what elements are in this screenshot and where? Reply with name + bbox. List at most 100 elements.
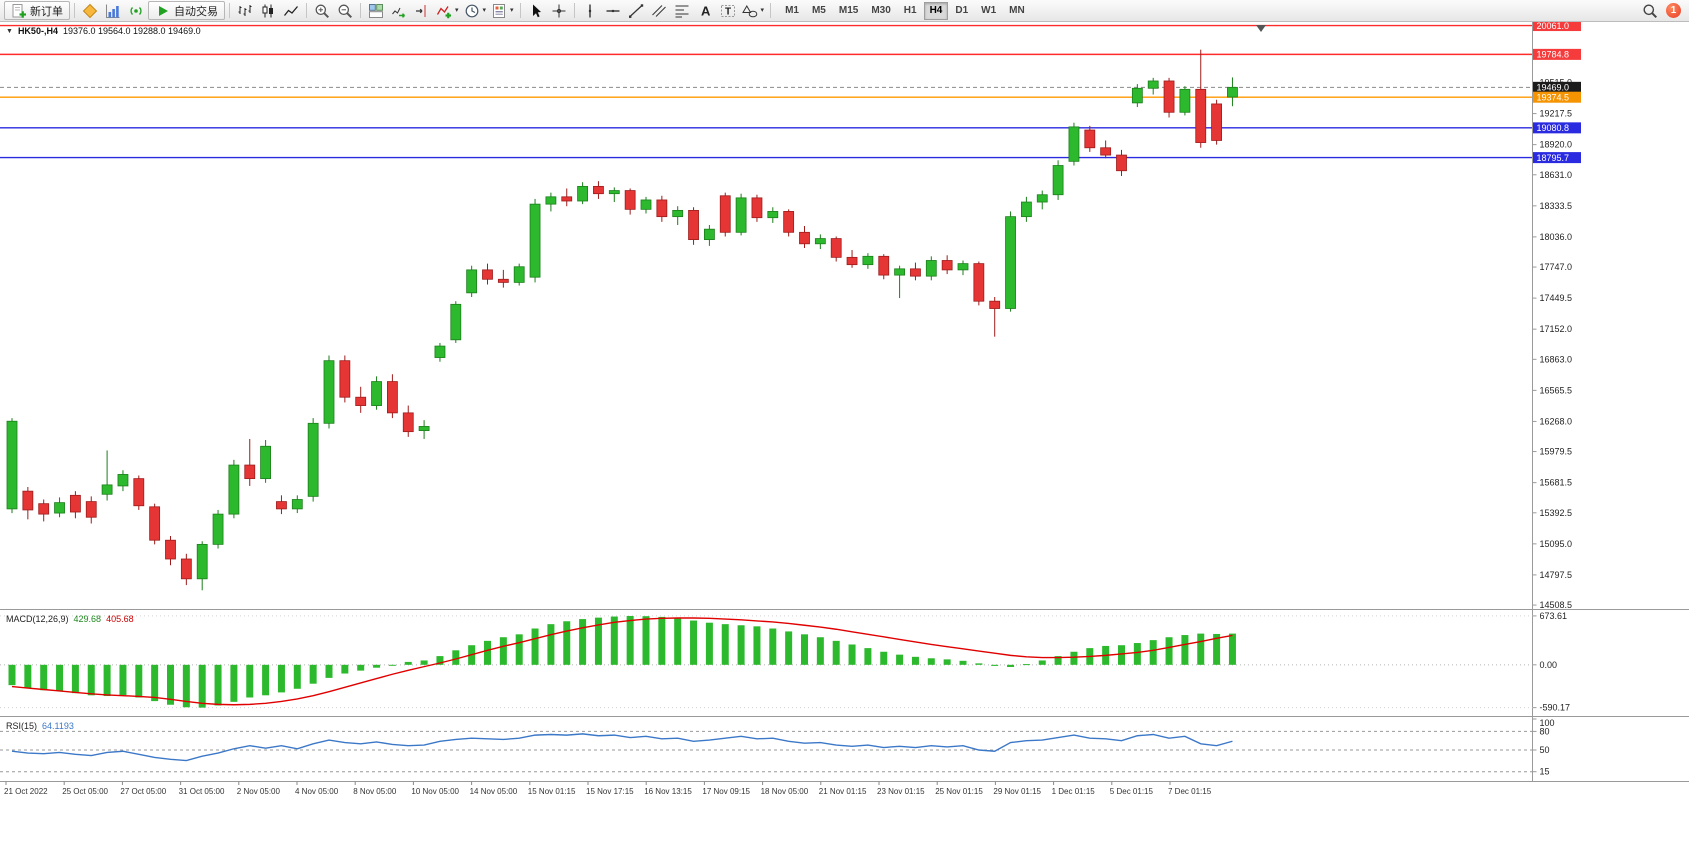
horizontal-line-button[interactable]: [602, 1, 624, 21]
text-label-button[interactable]: T: [717, 1, 739, 21]
auto-scroll-button[interactable]: [388, 1, 410, 21]
candle-body: [1084, 129, 1096, 149]
fibonacci-button[interactable]: [671, 1, 693, 21]
price-tick-label: 15681.5: [1540, 478, 1573, 488]
macd-bar: [816, 637, 824, 665]
text-icon: A: [701, 3, 711, 18]
chart-shift-marker[interactable]: [1256, 25, 1266, 32]
macd-bar: [357, 664, 365, 671]
price-tick-label: 18920.0: [1540, 140, 1573, 150]
macd-bar: [769, 628, 777, 665]
chart-menu-caret-icon[interactable]: ▼: [6, 27, 13, 35]
time-label: 25 Nov 01:15: [935, 787, 983, 796]
new-order-button[interactable]: 新订单: [4, 1, 70, 20]
zoom-out-button[interactable]: [334, 1, 356, 21]
templates-dropdown-icon[interactable]: ▾: [510, 7, 514, 14]
candle-body: [529, 203, 541, 278]
tf-D1[interactable]: D1: [949, 2, 974, 20]
candle-body: [117, 474, 129, 487]
macd-bar: [182, 664, 190, 708]
tf-M30[interactable]: M30: [865, 2, 896, 20]
macd-name: MACD(12,26,9): [6, 614, 69, 624]
candle-body: [85, 501, 97, 518]
zoom-in-icon: [315, 4, 330, 18]
macd-panel: 673.61 0.00 -590.17: [0, 611, 1570, 713]
candle-body: [925, 260, 937, 277]
templates-button[interactable]: ▾: [489, 1, 516, 21]
macd-bar: [737, 625, 745, 665]
tile-windows-icon: [369, 3, 383, 18]
candle-body: [54, 502, 65, 514]
candle-body: [957, 263, 969, 271]
rsi-axis-label: 15: [1540, 767, 1550, 777]
metaeditor-button[interactable]: [79, 1, 101, 21]
tf-H1[interactable]: H1: [898, 2, 923, 20]
candle-body: [38, 503, 50, 515]
indicators-dropdown-icon[interactable]: ▾: [455, 7, 459, 14]
macd-bar: [690, 620, 698, 665]
tile-windows-button[interactable]: [365, 1, 387, 21]
text-button[interactable]: A: [694, 1, 716, 21]
channel-button[interactable]: [648, 1, 670, 21]
toolbar-separator: [573, 3, 575, 18]
price-tick-label: 18036.0: [1540, 232, 1573, 242]
candle-body: [719, 195, 731, 233]
macd-bar: [515, 634, 523, 665]
new-chart-button[interactable]: [102, 1, 124, 21]
candle-body: [149, 506, 161, 541]
tf-M1[interactable]: M1: [779, 2, 805, 20]
time-label: 15 Nov 01:15: [528, 787, 576, 796]
candle-body: [688, 209, 699, 241]
macd-bar: [1007, 664, 1015, 667]
candle-body: [624, 190, 636, 210]
price-tick-label: 15095.0: [1540, 539, 1573, 549]
candle-body: [1052, 165, 1064, 196]
crosshair-icon: [552, 4, 566, 17]
macd-bar: [404, 661, 412, 665]
autotrading-button[interactable]: 自动交易: [148, 1, 225, 20]
periods-button[interactable]: ▾: [462, 1, 489, 21]
shapes-button[interactable]: ▾: [740, 1, 767, 21]
vertical-line-button[interactable]: [579, 1, 601, 21]
search-button[interactable]: [1639, 1, 1661, 21]
candlestick-chart-button[interactable]: [257, 1, 279, 21]
indicators-button[interactable]: ▾: [434, 1, 461, 21]
candle-body: [1227, 86, 1238, 98]
price-tick-label: 16268.0: [1540, 416, 1573, 426]
periods-dropdown-icon[interactable]: ▾: [482, 7, 487, 14]
bar-chart-button[interactable]: [234, 1, 256, 21]
tf-W1[interactable]: W1: [975, 2, 1002, 20]
macd-bar: [484, 640, 491, 665]
candle-body: [307, 422, 319, 497]
candle-body: [165, 539, 176, 560]
macd-bar: [230, 664, 238, 702]
candle-body: [941, 260, 953, 271]
candle-body: [1021, 201, 1032, 218]
shapes-dropdown-icon[interactable]: ▾: [760, 7, 765, 14]
tf-M5[interactable]: M5: [806, 2, 832, 20]
macd-bar: [1038, 660, 1046, 665]
macd-bar: [832, 640, 840, 665]
time-label: 25 Oct 05:00: [62, 787, 108, 796]
zoom-in-button[interactable]: [311, 1, 333, 21]
tf-H4[interactable]: H4: [923, 1, 949, 20]
notification-badge[interactable]: 1: [1666, 3, 1681, 18]
macd-bar: [1165, 637, 1173, 665]
line-chart-button[interactable]: [280, 1, 302, 21]
svg-text:T: T: [725, 6, 731, 17]
toolbar-separator: [306, 3, 307, 18]
trendline-button[interactable]: [625, 1, 647, 21]
tf-M15[interactable]: M15: [833, 2, 864, 20]
chart-canvas[interactable]: 19515.019217.518920.018631.018333.518036…: [0, 22, 1689, 860]
tf-MN[interactable]: MN: [1003, 2, 1031, 20]
macd-signal-value: 405.68: [106, 614, 134, 624]
cursor-button[interactable]: [525, 1, 547, 21]
macd-bar: [880, 651, 888, 665]
macd-label: MACD(12,26,9) 429.68 405.68: [6, 614, 134, 624]
chart-shift-button[interactable]: [411, 1, 433, 21]
time-label: 18 Nov 05:00: [761, 787, 809, 796]
macd-bar: [277, 664, 285, 693]
crosshair-button[interactable]: [548, 1, 570, 21]
signals-button[interactable]: [125, 1, 147, 21]
